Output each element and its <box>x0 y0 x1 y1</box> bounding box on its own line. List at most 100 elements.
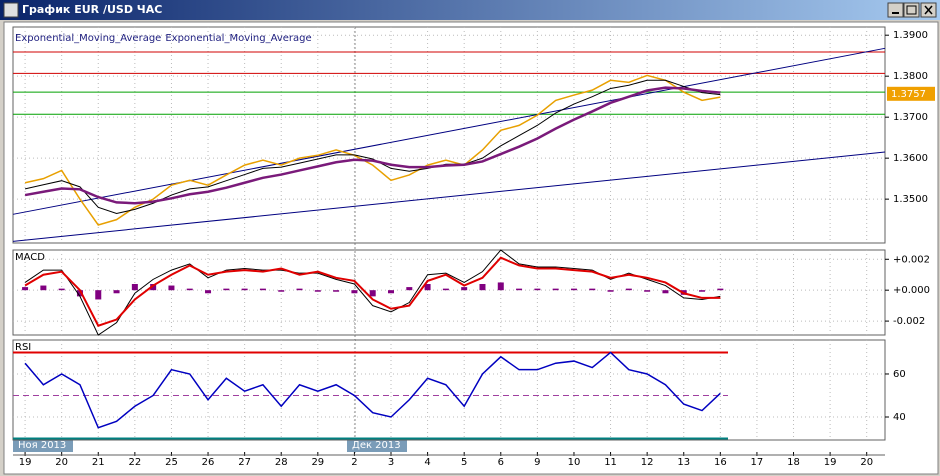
title-bar <box>0 0 940 20</box>
x-tick-label: 29 <box>311 457 324 468</box>
series-line <box>24 74 721 226</box>
x-tick-label: 25 <box>165 457 178 468</box>
series-line <box>24 79 721 215</box>
legend: Exponential_Moving_Average Exponential_Mo… <box>15 33 312 44</box>
histogram-bar <box>625 288 632 291</box>
histogram-bar <box>570 288 577 291</box>
histogram-bar <box>314 290 321 292</box>
histogram-bar <box>552 288 559 291</box>
x-tick-label: 19 <box>19 457 32 468</box>
histogram-bar <box>333 290 340 292</box>
histogram-bar <box>76 290 83 297</box>
y-tick-label: 60 <box>893 369 906 380</box>
y-tick-label: -0.002 <box>893 316 925 327</box>
panel-frame <box>12 339 886 441</box>
histogram-bar <box>516 288 523 291</box>
maximize-button[interactable] <box>903 2 920 18</box>
histogram-bar <box>186 288 193 291</box>
y-tick-label: 1.3500 <box>893 194 928 205</box>
histogram-bar <box>22 287 29 291</box>
histogram-bar <box>644 290 651 292</box>
x-tick-label: 27 <box>238 457 251 468</box>
histogram-bar <box>699 290 706 292</box>
histogram-bar <box>223 288 230 291</box>
close-button[interactable] <box>920 2 937 18</box>
panel-frame <box>12 249 886 336</box>
x-tick-label: 21 <box>92 457 105 468</box>
histogram-bar <box>205 290 212 294</box>
histogram-bar <box>278 290 285 292</box>
histogram-bar <box>113 290 120 294</box>
month-label: Ноя 2013 <box>18 440 66 451</box>
chart-area <box>3 21 939 475</box>
histogram-bar <box>296 288 303 291</box>
x-tick-label: 4 <box>424 457 430 468</box>
x-tick-label: 9 <box>534 457 540 468</box>
panel-title: RSI <box>15 342 31 353</box>
histogram-bar <box>58 288 65 291</box>
y-tick-label: 1.3700 <box>893 112 928 123</box>
histogram-bar <box>150 284 157 291</box>
legend-entry: Exponential_Moving_Average <box>165 33 311 44</box>
x-tick-label: 22 <box>128 457 141 468</box>
histogram-bar <box>131 284 138 291</box>
histogram-bar <box>717 288 724 291</box>
x-tick-label: 28 <box>275 457 288 468</box>
histogram-bar <box>424 284 431 291</box>
x-tick-label: 19 <box>824 457 837 468</box>
histogram-bar <box>351 290 358 294</box>
panel-title: MACD <box>15 252 45 263</box>
trend-line <box>12 47 886 215</box>
histogram-bar <box>259 288 266 291</box>
histogram-bar <box>461 287 468 291</box>
histogram-bar <box>369 290 376 297</box>
x-tick-label: 20 <box>55 457 68 468</box>
x-tick-label: 12 <box>641 457 654 468</box>
series-line <box>24 86 721 205</box>
histogram-bar <box>442 288 449 291</box>
y-tick-label: +0.000 <box>893 285 930 296</box>
histogram-bar <box>40 285 47 291</box>
window-title: График EUR /USD ЧАС <box>22 3 162 16</box>
histogram-bar <box>406 287 413 291</box>
y-tick-label: 1.3600 <box>893 153 928 164</box>
histogram-bar <box>534 288 541 291</box>
last-price: 1.3757 <box>891 89 926 100</box>
month-label-box <box>347 438 407 452</box>
last-price-box <box>887 86 935 101</box>
x-tick-label: 13 <box>677 457 690 468</box>
histogram-bar <box>589 288 596 291</box>
x-tick-label: 5 <box>461 457 467 468</box>
window-icon <box>3 2 19 18</box>
x-tick-label: 18 <box>787 457 800 468</box>
x-tick-label: 3 <box>388 457 394 468</box>
y-tick-label: 1.3800 <box>893 71 928 82</box>
histogram-bar <box>241 288 248 291</box>
y-tick-label: +0.002 <box>893 254 930 265</box>
legend-entry: Exponential_Moving_Average <box>15 33 161 44</box>
histogram-bar <box>168 285 175 291</box>
month-label-box <box>13 438 73 452</box>
histogram-bar <box>607 290 614 292</box>
x-tick-label: 6 <box>498 457 504 468</box>
histogram-bar <box>497 282 504 291</box>
x-tick-label: 17 <box>751 457 764 468</box>
month-label: Дек 2013 <box>352 440 401 451</box>
trend-line <box>12 151 886 242</box>
y-tick-label: 40 <box>893 412 906 423</box>
x-tick-label: 16 <box>714 457 727 468</box>
x-tick-label: 26 <box>202 457 215 468</box>
x-tick-label: 10 <box>568 457 581 468</box>
series-line <box>24 256 721 327</box>
histogram-bar <box>662 290 669 294</box>
x-tick-label: 2 <box>351 457 357 468</box>
histogram-bar <box>479 284 486 291</box>
series-line <box>24 351 721 429</box>
x-tick-label: 20 <box>860 457 873 468</box>
histogram-bar <box>95 290 102 300</box>
panel-frame <box>12 26 886 244</box>
minimize-button[interactable] <box>887 2 904 18</box>
histogram-bar <box>388 290 395 294</box>
